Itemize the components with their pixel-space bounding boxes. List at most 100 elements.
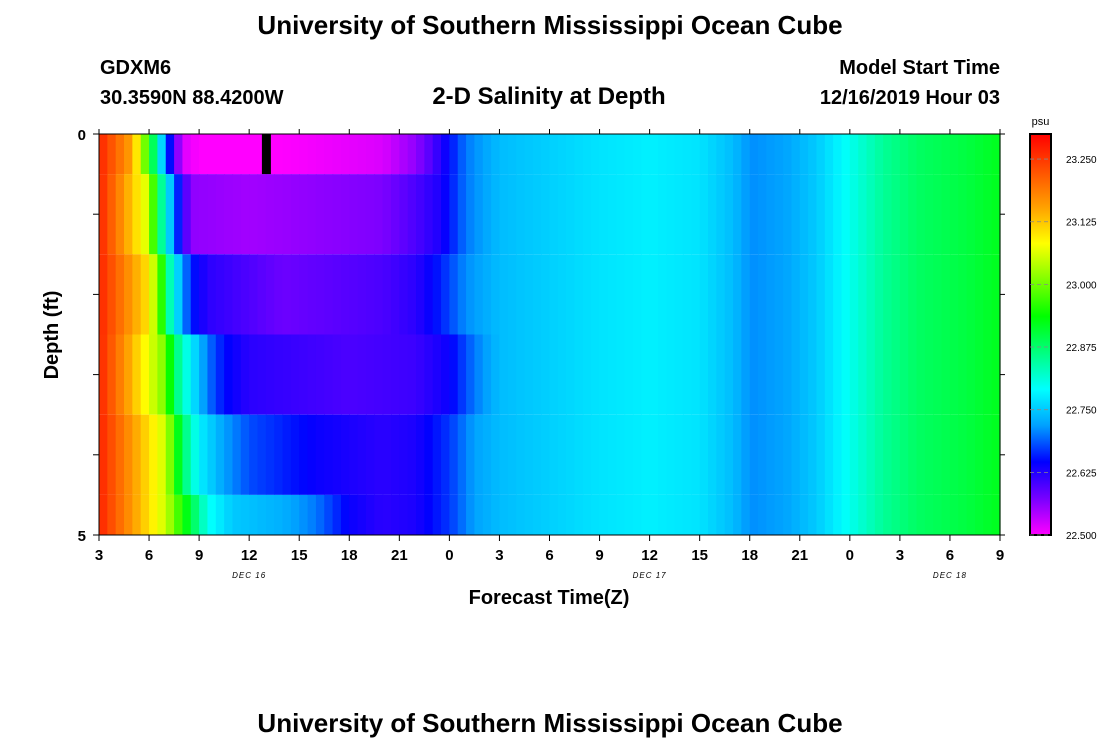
heatmap-cell [799, 174, 809, 255]
heatmap-cell [883, 334, 893, 415]
heatmap-cell [499, 334, 509, 415]
heatmap-cell [240, 414, 250, 495]
heatmap-cell [833, 134, 843, 175]
heatmap-cell [941, 254, 951, 335]
heatmap-cell [115, 414, 125, 495]
heatmap-cell [457, 334, 467, 415]
heatmap-cell [491, 174, 501, 255]
heatmap-cell [866, 254, 876, 335]
heatmap-row-5 [99, 494, 1001, 535]
heatmap-cell [249, 414, 259, 495]
heatmap-cell [524, 254, 534, 335]
heatmap-cell [332, 134, 342, 175]
heatmap-cell [749, 174, 759, 255]
heatmap-cell [407, 494, 417, 535]
heatmap-cell [374, 254, 384, 335]
heatmap-cell [741, 414, 751, 495]
heatmap-cell [666, 174, 676, 255]
heatmap-cell [182, 414, 192, 495]
heatmap-cell [933, 494, 943, 535]
heatmap-cell [674, 334, 684, 415]
heatmap-cell [174, 174, 184, 255]
heatmap-cell [390, 254, 400, 335]
heatmap-cell [424, 494, 434, 535]
heatmap-cell [115, 254, 125, 335]
axis-ticks: 3 6 9 12 15 18 21 0 3 6 9 12 15 18 21 0 3 6 9 DEC 16 DEC 17 D… [78, 127, 1005, 580]
heatmap-cell [249, 494, 259, 535]
heatmap-cell [616, 174, 626, 255]
heatmap-cell [783, 174, 793, 255]
heatmap-cell [666, 414, 676, 495]
heatmap-cell [265, 334, 275, 415]
heatmap-cell [933, 134, 943, 175]
heatmap-cell [816, 414, 826, 495]
heatmap-cell [708, 174, 717, 255]
heatmap-cell [365, 334, 375, 415]
heatmap-cell [315, 134, 325, 175]
heatmap-cell [941, 334, 951, 415]
heatmap-cell [874, 254, 884, 335]
heatmap-row-2 [99, 254, 1001, 335]
heatmap-cell [457, 134, 467, 175]
heatmap-cell [774, 414, 784, 495]
heatmap-row-0 [99, 134, 1001, 175]
y-tick-label: 5 [78, 528, 86, 545]
heatmap-cell [574, 134, 584, 175]
heatmap-cell [482, 414, 492, 495]
heatmap-cell [432, 494, 442, 535]
heatmap-cell [657, 174, 667, 255]
heatmap-cell [207, 414, 217, 495]
heatmap-cell [632, 254, 642, 335]
heatmap-cell [916, 494, 926, 535]
heatmap-cell [466, 134, 476, 175]
heatmap-cell [532, 334, 542, 415]
heatmap-cell [716, 134, 726, 175]
heatmap-cell [157, 494, 167, 535]
heatmap-cell [557, 414, 567, 495]
heatmap-cell [449, 334, 459, 415]
heatmap-cell [758, 494, 767, 535]
x-tick-label: 9 [595, 547, 603, 564]
heatmap-cell [708, 334, 717, 415]
heatmap-cell [724, 254, 734, 335]
heatmap-cell [557, 254, 567, 335]
heatmap-cell [691, 174, 701, 255]
heatmap-cell [157, 134, 167, 175]
heatmap-cell [174, 414, 184, 495]
heatmap-cell [432, 174, 442, 255]
heatmap-cell [132, 174, 142, 255]
heatmap-cell [232, 414, 242, 495]
heatmap-cell [215, 334, 225, 415]
heatmap-cell [566, 174, 576, 255]
heatmap-cell [449, 134, 459, 175]
heatmap-cell [466, 414, 476, 495]
heatmap-cell [783, 494, 793, 535]
heatmap-cell [866, 334, 876, 415]
heatmap-cell [299, 174, 309, 255]
x-tick-label: 9 [996, 547, 1004, 564]
heatmap-cell [416, 414, 425, 495]
heatmap-cell [682, 414, 692, 495]
colorbar-tick-label: 22.625 [1066, 468, 1097, 479]
heatmap-cell [716, 334, 726, 415]
colorbar-gradient [1029, 133, 1052, 536]
heatmap-cell [432, 414, 442, 495]
heatmap-cell [582, 414, 592, 495]
heatmap-cell [457, 254, 467, 335]
heatmap-cell [649, 494, 659, 535]
heatmap-cell [908, 134, 918, 175]
heatmap-cell [641, 254, 651, 335]
heatmap-cell [140, 334, 150, 415]
heatmap-cell [791, 174, 801, 255]
heatmap-cell [841, 174, 851, 255]
heatmap-cell [132, 494, 142, 535]
heatmap-cell [741, 254, 751, 335]
heatmap-cell [958, 134, 968, 175]
heatmap-cell [891, 134, 901, 175]
heatmap-cell [841, 494, 851, 535]
heatmap-cell [374, 494, 384, 535]
heatmap-cell [224, 414, 234, 495]
heatmap-cell [399, 334, 409, 415]
heatmap-cell [833, 494, 843, 535]
heatmap-cell [774, 494, 784, 535]
